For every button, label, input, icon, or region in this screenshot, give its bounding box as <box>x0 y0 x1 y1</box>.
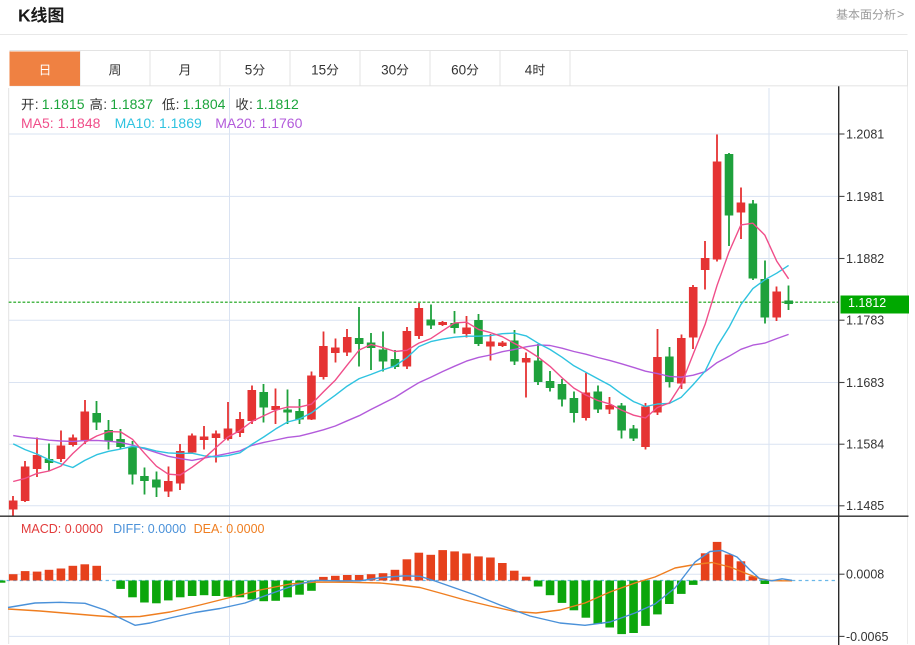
svg-text:4: 4 <box>525 63 533 78</box>
svg-text::: : <box>176 96 180 112</box>
svg-text:1.1584: 1.1584 <box>846 438 884 452</box>
svg-text:MA10: 1.1869: MA10: 1.1869 <box>115 115 202 131</box>
svg-text:1.2081: 1.2081 <box>846 127 884 141</box>
svg-text:-0.0065: -0.0065 <box>846 630 888 644</box>
svg-text:1.1837: 1.1837 <box>110 96 153 112</box>
svg-text:0.0008: 0.0008 <box>846 568 884 582</box>
svg-text:DIFF: 0.0000: DIFF: 0.0000 <box>113 522 186 536</box>
svg-text:1.1815: 1.1815 <box>42 96 85 112</box>
svg-text:>: > <box>897 8 904 22</box>
svg-text:MA20: 1.1760: MA20: 1.1760 <box>215 115 302 131</box>
svg-text:K: K <box>18 5 31 25</box>
svg-text:5: 5 <box>245 63 253 78</box>
svg-text::: : <box>103 96 107 112</box>
svg-text:15: 15 <box>311 63 326 78</box>
svg-text:1.1804: 1.1804 <box>183 96 226 112</box>
svg-text:1.1485: 1.1485 <box>846 499 884 513</box>
svg-text:1.1882: 1.1882 <box>846 252 884 266</box>
svg-text:60: 60 <box>451 63 466 78</box>
svg-text:1.1783: 1.1783 <box>846 314 884 328</box>
svg-text::: : <box>249 96 253 112</box>
svg-text:MACD: 0.0000: MACD: 0.0000 <box>21 522 103 536</box>
svg-text:1.1812: 1.1812 <box>256 96 299 112</box>
svg-text:1.1812: 1.1812 <box>848 296 886 310</box>
svg-text:1.1683: 1.1683 <box>846 376 884 390</box>
svg-text:DEA: 0.0000: DEA: 0.0000 <box>194 522 265 536</box>
svg-text:30: 30 <box>381 63 396 78</box>
svg-text:MA5: 1.1848: MA5: 1.1848 <box>21 115 101 131</box>
svg-text:1.1981: 1.1981 <box>846 190 884 204</box>
svg-text::: : <box>35 96 39 112</box>
